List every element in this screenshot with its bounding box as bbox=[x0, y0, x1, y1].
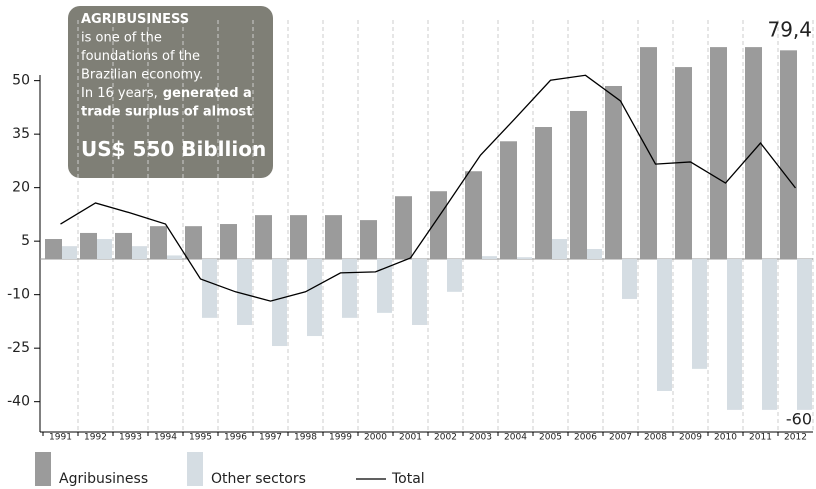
legend-swatch bbox=[35, 452, 51, 486]
bar bbox=[710, 47, 727, 259]
bar bbox=[395, 196, 412, 259]
bar bbox=[360, 220, 377, 259]
x-tick-label: 2002 bbox=[434, 433, 457, 443]
bar bbox=[535, 127, 552, 259]
info-text: is one of the bbox=[81, 30, 162, 45]
y-tick-label: 35 bbox=[12, 126, 30, 142]
info-run: is one of the bbox=[81, 30, 162, 45]
bar bbox=[745, 47, 762, 259]
info-text: US$ 550 Bibllion bbox=[81, 137, 266, 161]
bar bbox=[465, 171, 482, 259]
bar bbox=[342, 258, 357, 318]
x-tick-label: 2008 bbox=[644, 433, 667, 443]
bar bbox=[325, 215, 342, 259]
bar bbox=[412, 258, 427, 325]
info-run: US$ 550 Bibllion bbox=[81, 137, 266, 161]
x-tick-label: 1992 bbox=[84, 433, 107, 443]
x-tick-label: 1997 bbox=[259, 433, 282, 443]
bar bbox=[797, 258, 812, 410]
bar bbox=[80, 232, 97, 259]
x-tick-label: 1993 bbox=[119, 433, 142, 443]
y-tick-label: -10 bbox=[7, 287, 30, 303]
x-tick-label: 1994 bbox=[154, 433, 177, 443]
info-run: In 16 years, bbox=[81, 86, 158, 101]
info-run: Brazilian economy. bbox=[81, 67, 203, 82]
info-text: AGRIBUSINESS bbox=[81, 12, 189, 27]
y-tick-label: -25 bbox=[7, 340, 30, 356]
info-text: foundations of the bbox=[81, 49, 200, 64]
bar bbox=[587, 249, 602, 259]
bar bbox=[727, 258, 742, 410]
y-tick-label: 20 bbox=[12, 180, 30, 196]
bar bbox=[202, 258, 217, 318]
bar bbox=[255, 215, 272, 259]
bar bbox=[780, 50, 797, 259]
x-tick-label: 2007 bbox=[609, 433, 632, 443]
y-tick-label: -40 bbox=[7, 394, 30, 410]
x-tick-label: 1998 bbox=[294, 433, 317, 443]
x-tick-label: 1995 bbox=[189, 433, 212, 443]
bar bbox=[552, 239, 567, 259]
bar bbox=[430, 191, 447, 259]
bar bbox=[97, 239, 112, 259]
bar bbox=[45, 239, 62, 259]
bar bbox=[517, 257, 532, 259]
legend-label: Total bbox=[391, 471, 425, 487]
info-text: Brazilian economy. bbox=[81, 67, 203, 82]
info-run: trade surplus of almost bbox=[81, 104, 253, 119]
bar bbox=[657, 258, 672, 391]
x-tick-label: 2010 bbox=[714, 433, 737, 443]
bar bbox=[640, 47, 657, 259]
x-tick-label: 2005 bbox=[539, 433, 562, 443]
x-tick-label: 2004 bbox=[504, 433, 527, 443]
bar bbox=[290, 215, 307, 259]
bar bbox=[132, 246, 147, 259]
info-text: trade surplus of almost bbox=[81, 104, 253, 119]
y-tick-label: 50 bbox=[12, 73, 30, 89]
x-tick-label: 2006 bbox=[574, 433, 597, 443]
bar bbox=[307, 258, 322, 337]
bar bbox=[605, 85, 622, 259]
bar bbox=[237, 258, 252, 325]
bar bbox=[220, 224, 237, 259]
bar bbox=[500, 141, 517, 259]
x-tick-label: 2001 bbox=[399, 433, 422, 443]
bar bbox=[570, 110, 587, 259]
x-tick-label: 2003 bbox=[469, 433, 492, 443]
annotation: 79,4 bbox=[767, 18, 812, 42]
bar bbox=[167, 255, 182, 259]
legend-swatch bbox=[187, 452, 203, 486]
x-tick-label: 2000 bbox=[364, 433, 387, 443]
x-tick-label: 2009 bbox=[679, 433, 702, 443]
x-tick-label: 2012 bbox=[784, 433, 807, 443]
bar bbox=[272, 258, 287, 347]
bar bbox=[185, 226, 202, 259]
x-tick-label: 2011 bbox=[749, 433, 772, 443]
bar bbox=[150, 226, 167, 259]
bar bbox=[482, 256, 497, 259]
legend-label: Agribusiness bbox=[59, 471, 148, 487]
info-run: AGRIBUSINESS bbox=[81, 12, 189, 27]
annotation: -60 bbox=[786, 410, 812, 429]
x-tick-label: 1999 bbox=[329, 433, 352, 443]
info-run: generated a bbox=[163, 86, 252, 101]
x-tick-label: 1996 bbox=[224, 433, 247, 443]
x-tick-label: 1991 bbox=[49, 433, 72, 443]
bar bbox=[762, 258, 777, 410]
bar bbox=[377, 258, 392, 313]
bar bbox=[62, 246, 77, 259]
bar bbox=[115, 232, 132, 259]
total-line bbox=[60, 74, 797, 302]
legend-label: Other sectors bbox=[211, 471, 306, 487]
y-tick-label: 5 bbox=[21, 233, 30, 249]
info-run: foundations of the bbox=[81, 49, 200, 64]
bar bbox=[447, 258, 462, 292]
info-box bbox=[68, 6, 273, 178]
bar bbox=[692, 258, 707, 369]
bar bbox=[622, 258, 637, 299]
info-text: In 16 years, generated a bbox=[81, 86, 252, 101]
